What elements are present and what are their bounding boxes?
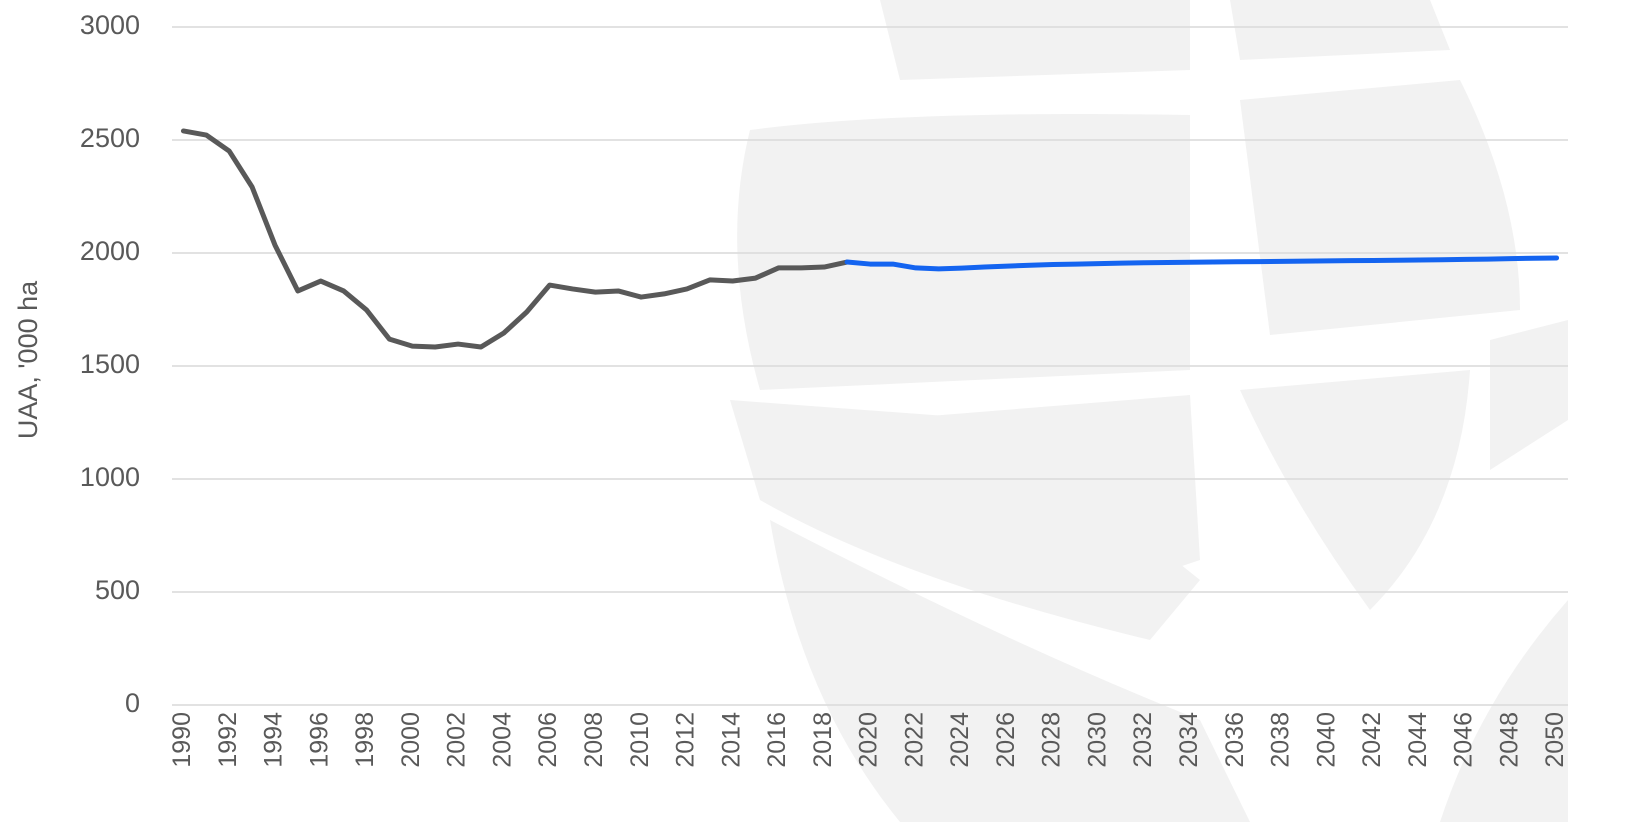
x-tick-label: 2002 bbox=[443, 712, 471, 768]
chart: UAA, '000 ha 0 500 1000 1500 2000 2500 3000 199… bbox=[0, 0, 1650, 822]
y-axis-label: UAA, '000 ha bbox=[13, 280, 43, 439]
y-tick-label: 1000 bbox=[80, 462, 140, 492]
x-tick-label: 2044 bbox=[1404, 712, 1432, 768]
x-tick-label: 2006 bbox=[534, 712, 562, 768]
x-tick-label: 2038 bbox=[1267, 712, 1295, 768]
x-tick-label: 1998 bbox=[351, 712, 379, 768]
x-tick-label: 2032 bbox=[1129, 712, 1157, 768]
x-tick-label: 2022 bbox=[900, 712, 928, 768]
x-tick-label: 2024 bbox=[946, 712, 974, 768]
x-tick-label: 2042 bbox=[1358, 712, 1386, 768]
x-tick-label: 1990 bbox=[168, 712, 196, 768]
x-tick-label: 2046 bbox=[1450, 712, 1478, 768]
x-tick-label: 2028 bbox=[1038, 712, 1066, 768]
x-tick-label: 2040 bbox=[1312, 712, 1340, 768]
x-tick-label: 2036 bbox=[1221, 712, 1249, 768]
x-tick-label: 2026 bbox=[992, 712, 1020, 768]
x-tick-label: 2004 bbox=[488, 712, 516, 768]
y-tick-label: 2000 bbox=[80, 236, 140, 266]
y-tick-label: 3000 bbox=[80, 10, 140, 40]
x-tick-label: 2050 bbox=[1541, 712, 1569, 768]
x-tick-label: 2000 bbox=[397, 712, 425, 768]
watermark bbox=[730, 0, 1568, 822]
y-tick-label: 500 bbox=[95, 575, 140, 605]
page: {"chart_data": { "type": "line", "y_labe… bbox=[0, 0, 1650, 822]
x-tick-label: 2020 bbox=[855, 712, 883, 768]
x-tick-label: 1996 bbox=[305, 712, 333, 768]
x-tick-label: 2030 bbox=[1083, 712, 1111, 768]
y-tick-label: 1500 bbox=[80, 349, 140, 379]
x-tick-label: 2008 bbox=[580, 712, 608, 768]
x-tick-label: 2018 bbox=[809, 712, 837, 768]
x-tick-label: 1992 bbox=[214, 712, 242, 768]
x-tick-label: 2048 bbox=[1495, 712, 1523, 768]
y-tick-label: 0 bbox=[125, 688, 140, 718]
x-tick-label: 2016 bbox=[763, 712, 791, 768]
x-tick-label: 2034 bbox=[1175, 712, 1203, 768]
x-tick-label: 2010 bbox=[626, 712, 654, 768]
x-tick-label: 2014 bbox=[717, 712, 745, 768]
y-tick-label: 2500 bbox=[80, 123, 140, 153]
x-tick-label: 1994 bbox=[260, 712, 288, 768]
x-tick-label: 2012 bbox=[672, 712, 700, 768]
